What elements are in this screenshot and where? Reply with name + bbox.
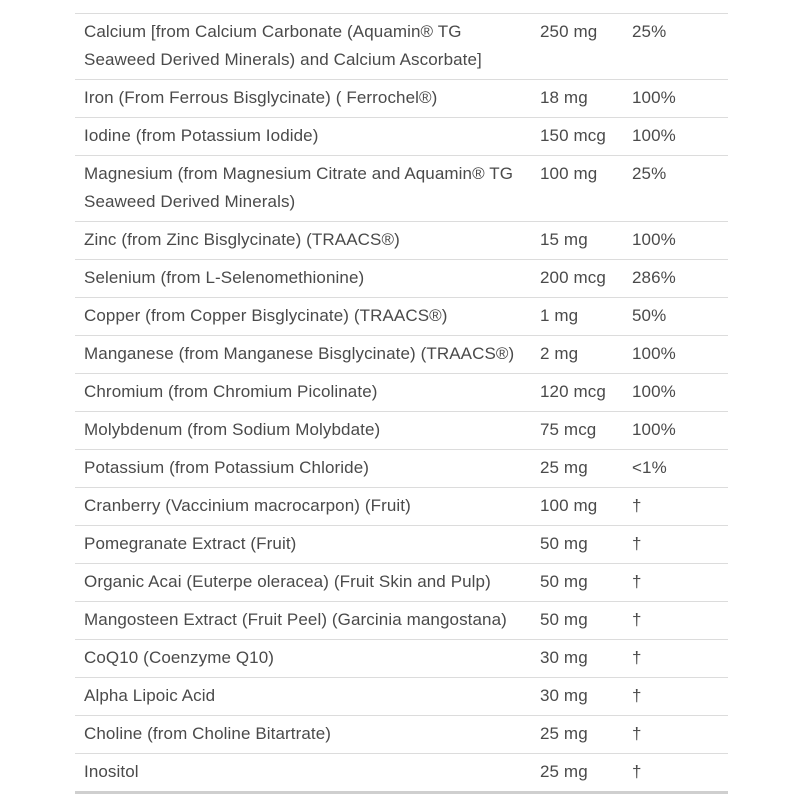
ingredient-name: Iodine (from Potassium Iodide) (84, 126, 319, 145)
table-row: Selenium (from L-Selenomethionine) 200 m… (75, 260, 728, 298)
table-row: Calcium [from Calcium Carbonate (Aquamin… (75, 14, 728, 80)
ingredient-name: Chromium (from Chromium Picolinate) (84, 382, 378, 401)
table-row: Magnesium (from Magnesium Citrate and Aq… (75, 156, 728, 222)
ingredient-name: Calcium [from Calcium Carbonate (Aquamin… (84, 22, 482, 69)
ingredient-amount: 50 mg (540, 534, 588, 553)
ingredient-name: Zinc (from Zinc Bisglycinate) (TRAACS®) (84, 230, 400, 249)
supplement-facts-table: Calcium [from Calcium Carbonate (Aquamin… (75, 13, 728, 794)
ingredient-name: Inositol (84, 762, 139, 781)
ingredient-daily-value: 50% (632, 306, 667, 325)
table-row: Alpha Lipoic Acid 30 mg † (75, 678, 728, 716)
ingredient-daily-value: 286% (632, 268, 676, 287)
ingredient-name: Mangosteen Extract (Fruit Peel) (Garcini… (84, 610, 507, 629)
ingredient-daily-value: 100% (632, 382, 676, 401)
ingredient-name: Pomegranate Extract (Fruit) (84, 534, 297, 553)
ingredient-daily-value: † (632, 496, 642, 515)
ingredient-amount: 120 mcg (540, 382, 606, 401)
ingredient-daily-value: † (632, 572, 642, 591)
ingredient-daily-value: 100% (632, 420, 676, 439)
ingredient-amount: 30 mg (540, 686, 588, 705)
ingredient-amount: 200 mcg (540, 268, 606, 287)
ingredient-daily-value: 25% (632, 22, 667, 41)
table-row: Zinc (from Zinc Bisglycinate) (TRAACS®) … (75, 222, 728, 260)
ingredient-daily-value: † (632, 762, 642, 781)
ingredient-daily-value: 100% (632, 88, 676, 107)
ingredient-amount: 30 mg (540, 648, 588, 667)
ingredient-name: CoQ10 (Coenzyme Q10) (84, 648, 275, 667)
ingredient-name: Selenium (from L-Selenomethionine) (84, 268, 365, 287)
ingredient-amount: 25 mg (540, 762, 588, 781)
ingredient-name: Organic Acai (Euterpe oleracea) (Fruit S… (84, 572, 491, 591)
ingredient-amount: 100 mg (540, 164, 598, 183)
table-row: Choline (from Choline Bitartrate) 25 mg … (75, 716, 728, 754)
ingredient-amount: 2 mg (540, 344, 579, 363)
ingredient-amount: 100 mg (540, 496, 598, 515)
table-row: Potassium (from Potassium Chloride) 25 m… (75, 450, 728, 488)
ingredient-name: Magnesium (from Magnesium Citrate and Aq… (84, 164, 514, 211)
ingredient-name: Cranberry (Vaccinium macrocarpon) (Fruit… (84, 496, 411, 515)
ingredient-daily-value: † (632, 534, 642, 553)
ingredient-amount: 150 mcg (540, 126, 606, 145)
ingredient-daily-value: 100% (632, 126, 676, 145)
ingredient-daily-value: 100% (632, 344, 676, 363)
ingredient-name: Molybdenum (from Sodium Molybdate) (84, 420, 381, 439)
ingredient-daily-value: † (632, 648, 642, 667)
ingredient-name: Alpha Lipoic Acid (84, 686, 216, 705)
ingredient-amount: 18 mg (540, 88, 588, 107)
table-row: Manganese (from Manganese Bisglycinate) … (75, 336, 728, 374)
ingredient-daily-value: 25% (632, 164, 667, 183)
ingredient-amount: 75 mcg (540, 420, 597, 439)
ingredient-amount: 25 mg (540, 724, 588, 743)
ingredient-amount: 250 mg (540, 22, 598, 41)
ingredient-amount: 15 mg (540, 230, 588, 249)
table-row: Iodine (from Potassium Iodide) 150 mcg 1… (75, 118, 728, 156)
ingredient-name: Potassium (from Potassium Chloride) (84, 458, 370, 477)
ingredient-amount: 1 mg (540, 306, 579, 325)
table-row: Organic Acai (Euterpe oleracea) (Fruit S… (75, 564, 728, 602)
ingredient-daily-value: <1% (632, 458, 667, 477)
table-row: Iron (From Ferrous Bisglycinate) ( Ferro… (75, 80, 728, 118)
table-row: Mangosteen Extract (Fruit Peel) (Garcini… (75, 602, 728, 640)
table-row: Molybdenum (from Sodium Molybdate) 75 mc… (75, 412, 728, 450)
table-row: Chromium (from Chromium Picolinate) 120 … (75, 374, 728, 412)
ingredient-name: Manganese (from Manganese Bisglycinate) … (84, 344, 515, 363)
ingredient-amount: 50 mg (540, 610, 588, 629)
ingredient-name: Choline (from Choline Bitartrate) (84, 724, 332, 743)
ingredient-daily-value: 100% (632, 230, 676, 249)
ingredient-amount: 25 mg (540, 458, 588, 477)
ingredient-name: Copper (from Copper Bisglycinate) (TRAAC… (84, 306, 448, 325)
table-row: CoQ10 (Coenzyme Q10) 30 mg † (75, 640, 728, 678)
table-row: Inositol 25 mg † (75, 754, 728, 791)
table-row: Copper (from Copper Bisglycinate) (TRAAC… (75, 298, 728, 336)
ingredient-daily-value: † (632, 610, 642, 629)
table-row: Pomegranate Extract (Fruit) 50 mg † (75, 526, 728, 564)
ingredient-amount: 50 mg (540, 572, 588, 591)
table-row: Cranberry (Vaccinium macrocarpon) (Fruit… (75, 488, 728, 526)
ingredient-daily-value: † (632, 724, 642, 743)
ingredient-daily-value: † (632, 686, 642, 705)
ingredient-name: Iron (From Ferrous Bisglycinate) ( Ferro… (84, 88, 438, 107)
